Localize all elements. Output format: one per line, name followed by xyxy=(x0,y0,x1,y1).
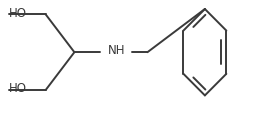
Text: NH: NH xyxy=(107,45,125,57)
Text: HO: HO xyxy=(9,82,27,95)
Text: HO: HO xyxy=(9,7,27,20)
